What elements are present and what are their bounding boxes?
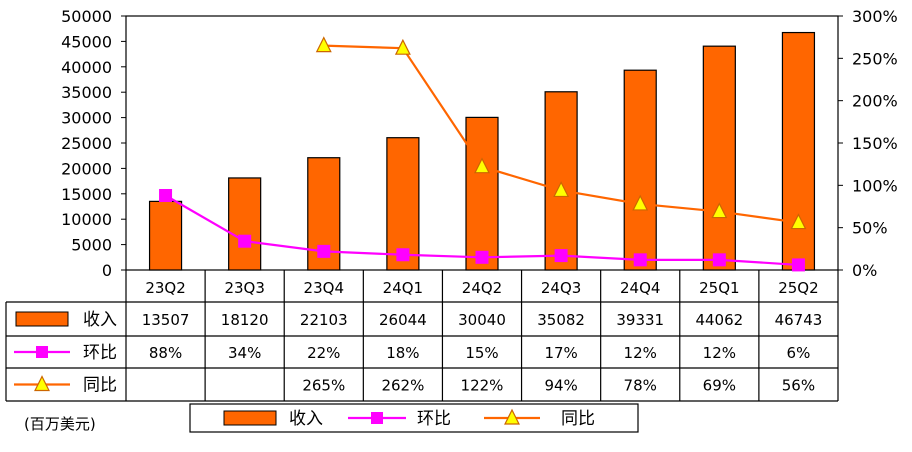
- legend-yoy-key-marker: [504, 408, 520, 425]
- left-axis-tick-label: 25000: [61, 134, 112, 153]
- right-axis-tick-label: 300%: [852, 7, 898, 26]
- yoy-point: [790, 213, 807, 230]
- revenue-table-key: [15, 311, 69, 327]
- revenue-bar: [702, 45, 736, 271]
- yoy-table-value: 122%: [461, 377, 504, 395]
- yoy-row-label: 同比: [83, 376, 117, 396]
- mom-table-value: 6%: [787, 344, 811, 362]
- unit-note: (百万美元): [24, 415, 96, 433]
- category-label: 23Q4: [304, 279, 344, 297]
- mom-table-key-marker: [36, 346, 48, 358]
- legend-revenue-label: 收入: [289, 409, 323, 429]
- left-axis-tick-label: 15000: [61, 185, 112, 204]
- mom-table-value: 34%: [228, 344, 261, 362]
- left-axis-tick-label: 10000: [61, 210, 112, 229]
- yoy-point: [315, 36, 332, 53]
- revenue-bar: [228, 177, 262, 271]
- legend-yoy-label: 同比: [561, 409, 595, 429]
- revenue-bar: [386, 137, 420, 271]
- legend-mom-key-marker: [371, 412, 383, 424]
- revenue-bar: [148, 200, 183, 271]
- yoy-table-value: 69%: [703, 377, 736, 395]
- revenue-table-value: 26044: [379, 311, 427, 329]
- revenue-row-label: 收入: [83, 310, 117, 330]
- revenue-table-value: 35082: [537, 311, 585, 329]
- mom-point: [396, 248, 410, 262]
- revenue-table-value: 22103: [300, 311, 348, 329]
- category-label: 24Q2: [462, 279, 502, 297]
- left-axis-tick-label: 45000: [61, 32, 112, 51]
- mom-table-value: 18%: [386, 344, 419, 362]
- revenue-table-value: 39331: [616, 311, 664, 329]
- yoy-table-value: 94%: [544, 377, 577, 395]
- mom-table-value: 15%: [465, 344, 498, 362]
- yoy-table-value: 262%: [381, 377, 424, 395]
- category-label: 25Q2: [778, 279, 818, 297]
- right-axis-tick-label: 200%: [852, 92, 898, 111]
- right-axis-tick-label: 100%: [852, 176, 898, 195]
- left-axis-tick-label: 35000: [61, 83, 112, 102]
- yoy-table-value: 78%: [624, 377, 657, 395]
- revenue-bar: [465, 116, 499, 271]
- yoy-table-value: 56%: [782, 377, 815, 395]
- left-axis-tick-label: 5000: [71, 236, 112, 255]
- yoy-point: [632, 194, 649, 211]
- right-axis-tick-label: 50%: [852, 219, 888, 238]
- mom-point: [159, 188, 173, 202]
- mom-table-value: 12%: [703, 344, 736, 362]
- mom-table-value: 22%: [307, 344, 340, 362]
- mom-point: [238, 234, 252, 248]
- mom-point: [791, 258, 805, 272]
- mom-point: [712, 253, 726, 267]
- revenue-table-value: 13507: [142, 311, 190, 329]
- left-axis-tick-label: 0: [102, 261, 112, 280]
- category-label: 24Q4: [620, 279, 660, 297]
- revenue-bar: [544, 91, 578, 271]
- revenue-table-value: 30040: [458, 311, 506, 329]
- category-label: 23Q2: [145, 279, 185, 297]
- legend-mom-label: 环比: [417, 409, 451, 429]
- revenue-table-value: 18120: [221, 311, 269, 329]
- left-axis-tick-label: 20000: [61, 159, 112, 178]
- category-label: 25Q1: [699, 279, 739, 297]
- yoy-point: [553, 181, 570, 198]
- revenue-table-value: 46743: [775, 311, 823, 329]
- mom-row-label: 环比: [83, 343, 117, 363]
- right-axis-tick-label: 0%: [852, 261, 877, 280]
- revenue-bar: [623, 69, 657, 271]
- yoy-point: [394, 38, 411, 55]
- revenue-bar: [781, 31, 816, 271]
- right-axis-tick-label: 150%: [852, 134, 898, 153]
- mom-point: [633, 253, 647, 267]
- mom-table-value: 88%: [149, 344, 182, 362]
- yoy-table-key-marker: [34, 375, 50, 392]
- revenue-table-value: 44062: [695, 311, 743, 329]
- yoy-point: [711, 202, 728, 219]
- left-axis-tick-label: 40000: [61, 58, 112, 77]
- category-label: 24Q1: [383, 279, 423, 297]
- yoy-point: [474, 157, 490, 174]
- right-axis-tick-label: 250%: [852, 49, 898, 68]
- left-axis-tick-label: 30000: [61, 109, 112, 128]
- mom-table-value: 17%: [544, 344, 577, 362]
- category-label: 23Q3: [224, 279, 264, 297]
- legend-revenue-key: [223, 410, 277, 426]
- mom-table-value: 12%: [624, 344, 657, 362]
- left-axis-tick-label: 50000: [61, 7, 112, 26]
- mom-point: [554, 249, 568, 263]
- category-label: 24Q3: [541, 279, 581, 297]
- mom-point: [317, 244, 331, 258]
- mom-point: [475, 250, 489, 264]
- yoy-table-value: 265%: [302, 377, 345, 395]
